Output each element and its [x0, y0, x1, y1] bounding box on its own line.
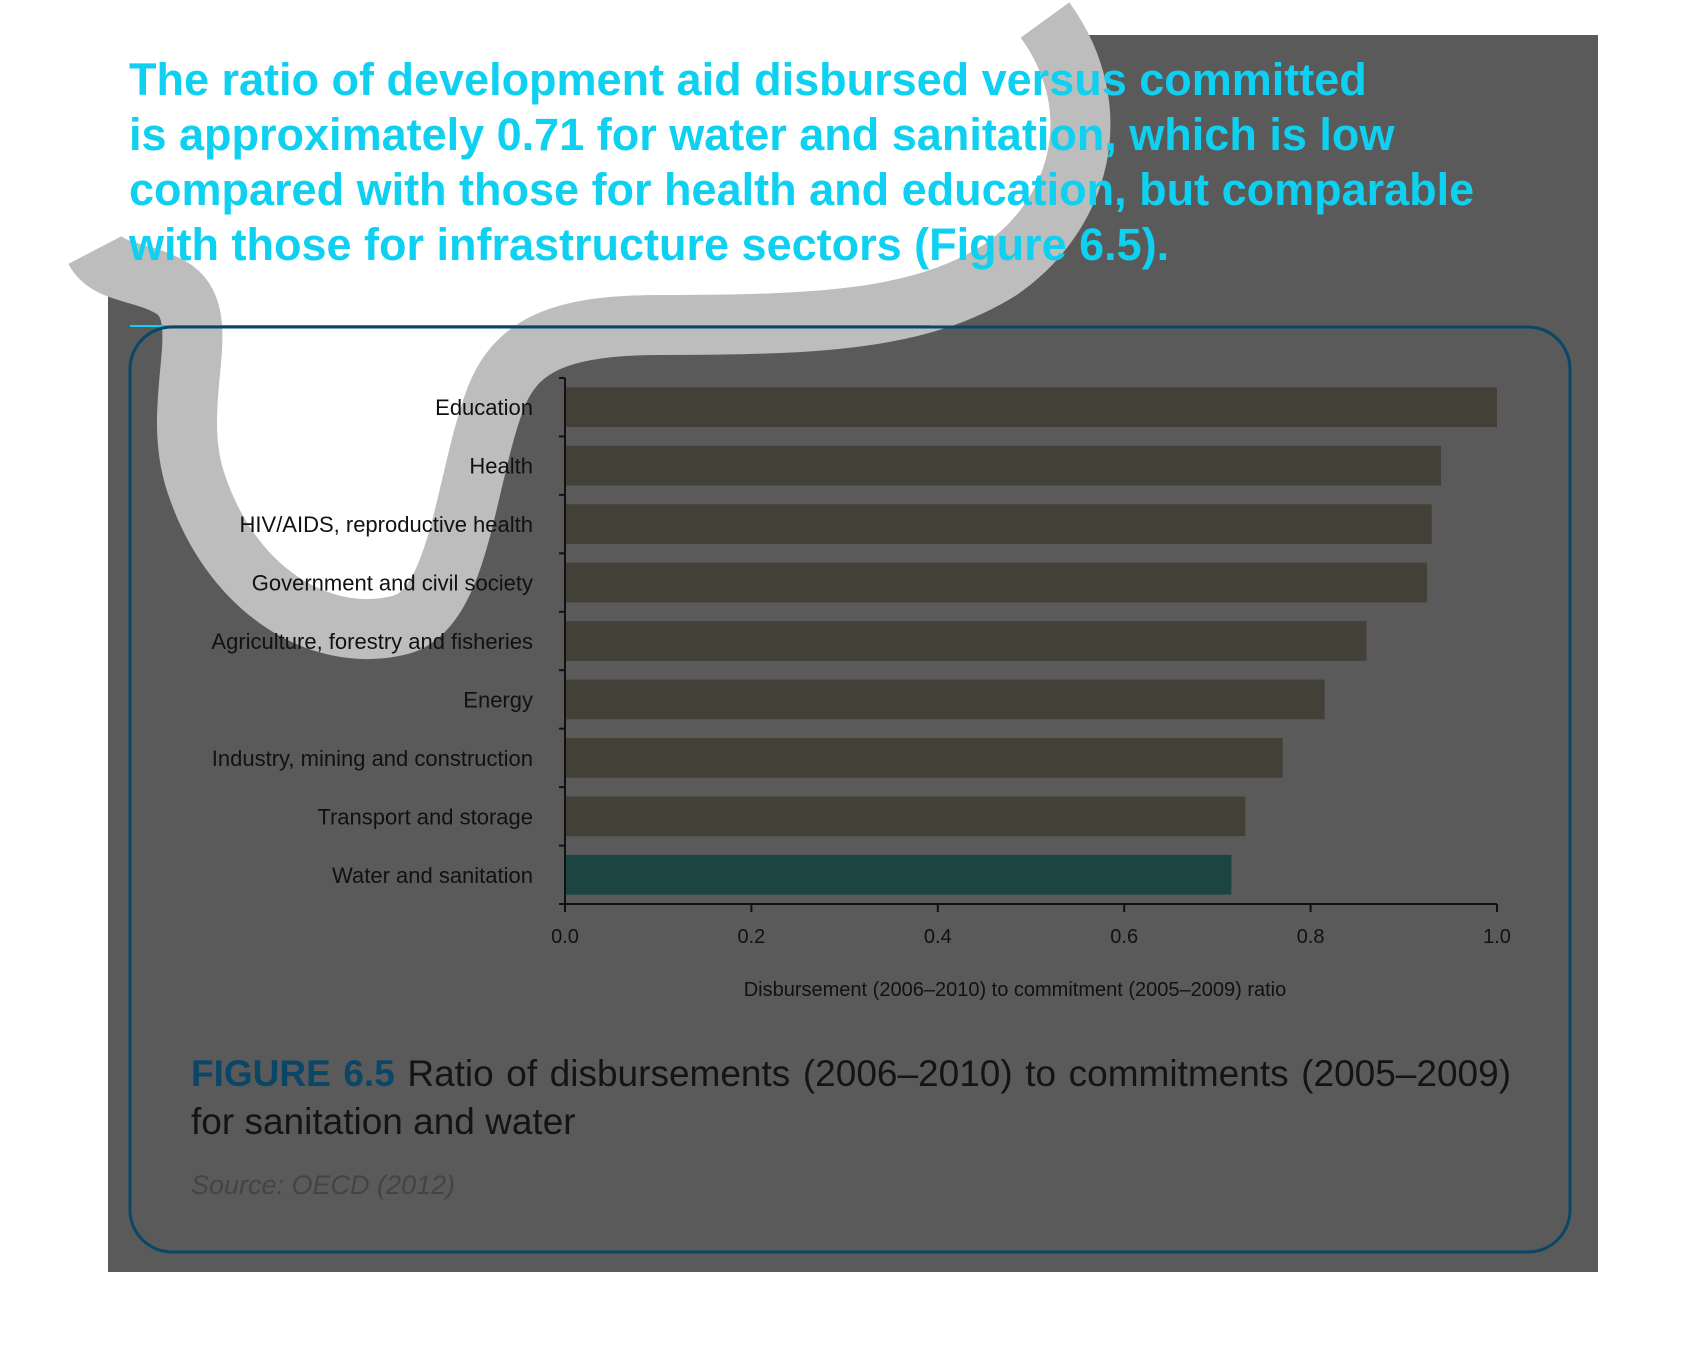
bar-hiv-aids-reproductive-health [565, 504, 1432, 544]
bar-water-and-sanitation [565, 854, 1232, 895]
bar-agriculture-forestry-and-fisheries [565, 621, 1367, 661]
category-label: Industry, mining and construction [212, 746, 533, 771]
category-label: Water and sanitation [332, 863, 533, 888]
x-tick-label: 0.4 [924, 926, 952, 948]
category-label: Energy [463, 687, 533, 712]
category-label: Transport and storage [317, 804, 533, 829]
category-labels: Education Health HIV/AIDS, reproductive he… [211, 395, 533, 888]
category-label: Agriculture, forestry and fisheries [211, 629, 533, 654]
bar-government-and-civil-society [565, 562, 1428, 603]
category-label: Government and civil society [252, 571, 533, 596]
white-cutout [108, 35, 1089, 652]
x-tick-label: 0.0 [551, 926, 579, 948]
figure-source: Source: OECD (2012) [191, 1170, 456, 1200]
x-tick-labels: 0.0 0.2 0.4 0.6 0.8 1.0 [551, 926, 1511, 948]
figure-caption: FIGURE 6.5 Ratio of disbursements (2006–… [191, 1050, 1511, 1146]
x-tick-label: 0.2 [737, 926, 765, 948]
bar-health [565, 445, 1442, 486]
headline-line-4: with those for infrastructure sectors (F… [129, 219, 1170, 270]
bar-energy [565, 679, 1325, 720]
x-tick-label: 0.8 [1297, 926, 1325, 948]
figure-label: FIGURE 6.5 [191, 1053, 395, 1094]
axes [559, 377, 1498, 912]
headline-line-3: compared with those for health and educa… [129, 164, 1475, 215]
x-tick-label: 1.0 [1483, 926, 1511, 948]
x-axis-title: Disbursement (2006–2010) to commitment (… [744, 979, 1287, 1001]
bar-transport-and-storage [565, 796, 1246, 837]
x-tick-label: 0.6 [1110, 926, 1138, 948]
figure-box [128, 325, 1572, 1254]
category-label: HIV/AIDS, reproductive health [240, 512, 533, 537]
bar-industry-mining-and-construction [565, 738, 1283, 778]
headline: The ratio of development aid disbursed v… [129, 52, 1549, 272]
headline-line-2: is approximately 0.71 for water and sani… [129, 109, 1395, 160]
headline-line-1: The ratio of development aid disbursed v… [129, 54, 1367, 105]
bar-education [565, 387, 1497, 428]
bar-series [565, 387, 1497, 895]
category-label: Education [435, 395, 533, 420]
river-band [68, 2, 1111, 659]
category-label: Health [469, 454, 533, 479]
figure-caption-text: Ratio of disbursements (2006–2010) to co… [191, 1053, 1512, 1142]
